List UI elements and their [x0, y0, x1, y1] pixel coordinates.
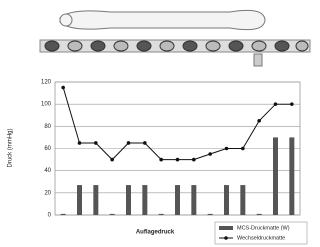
point	[241, 147, 245, 151]
y-tick-label: 80	[44, 124, 51, 130]
bar	[93, 185, 98, 215]
y-tick-label: 20	[44, 190, 51, 196]
legend-swatch	[224, 236, 228, 240]
point	[290, 102, 294, 106]
legend-label: Wechseldruckmatte	[237, 235, 285, 241]
figure: Druck (mmHg) Auflagedruck 0 20 40 60 80 100 12…	[0, 0, 312, 247]
bar	[77, 185, 82, 215]
point	[274, 102, 278, 106]
bar	[142, 185, 147, 215]
bar	[191, 185, 196, 215]
bar	[110, 214, 115, 215]
point	[110, 158, 114, 162]
point	[176, 158, 180, 162]
y-axis-label: Druck (mmHg)	[8, 129, 14, 168]
y-tick-label: 60	[44, 146, 51, 152]
point	[143, 141, 147, 145]
bar	[289, 137, 294, 215]
point	[192, 158, 196, 162]
point	[61, 86, 65, 90]
point	[94, 141, 98, 145]
patient-illustration	[40, 10, 310, 66]
point	[127, 141, 131, 145]
bar	[224, 185, 229, 215]
bar	[61, 214, 66, 215]
y-tick-label: 40	[44, 168, 51, 174]
point	[78, 141, 82, 145]
x-axis-label: Auflagedruck	[136, 230, 175, 236]
point	[257, 119, 261, 123]
bar	[208, 214, 213, 215]
point	[225, 147, 229, 151]
bar	[159, 214, 164, 215]
bar	[257, 214, 262, 215]
y-tick-label: 100	[41, 102, 52, 108]
bar	[126, 185, 131, 215]
y-tick-label: 0	[48, 213, 52, 219]
bar	[273, 137, 278, 215]
y-tick-label: 120	[41, 80, 52, 86]
point	[159, 158, 163, 162]
legend-swatch	[219, 226, 233, 230]
bar	[240, 185, 245, 215]
legend-label: MCS-Druckmatte (W)	[237, 225, 290, 231]
point	[208, 152, 212, 156]
bar	[175, 185, 180, 215]
